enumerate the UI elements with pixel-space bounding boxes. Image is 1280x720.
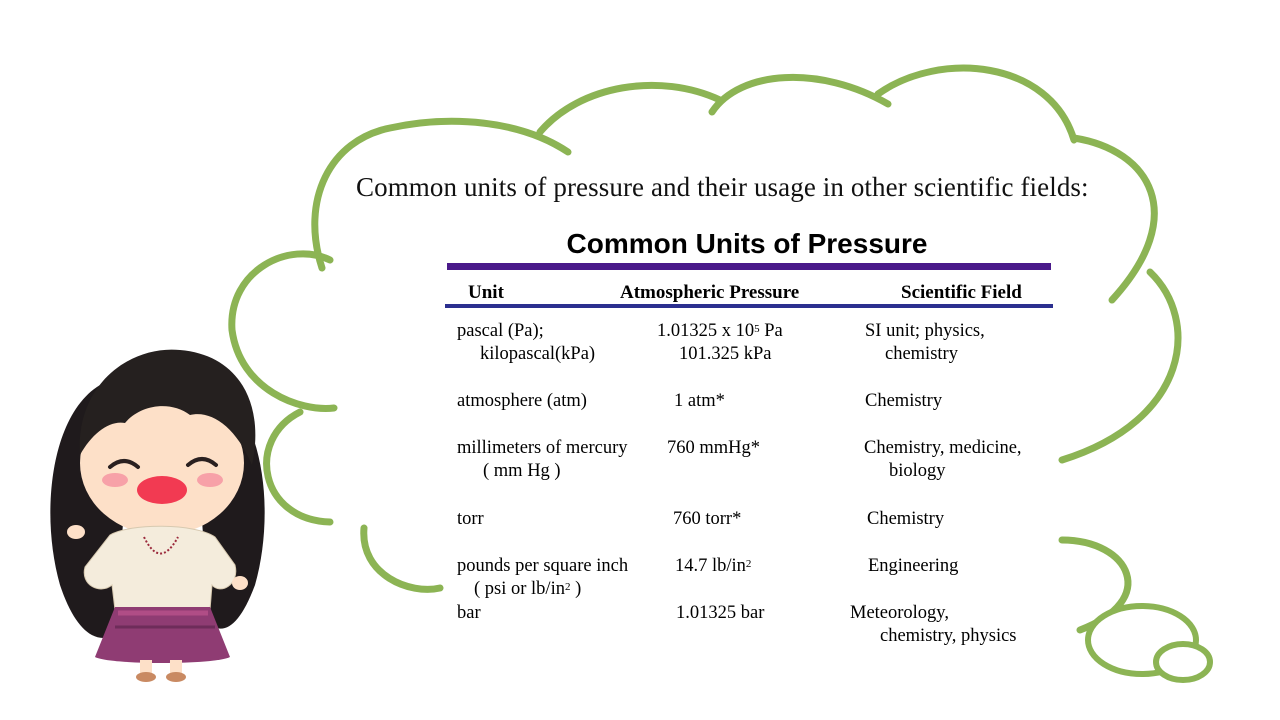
- field-cell: chemistry, physics: [880, 626, 1017, 646]
- cartoon-girl-illustration: [50, 349, 265, 682]
- unit-cell: bar: [457, 603, 481, 623]
- header-unit: Unit: [468, 282, 504, 303]
- title-rule: [447, 263, 1051, 270]
- unit-cell: millimeters of mercury: [457, 438, 628, 458]
- cloud-arc-top-3: [874, 64, 1078, 144]
- intro-text: Common units of pressure and their usage…: [356, 172, 1089, 202]
- unit-cell: kilopascal(kPa): [480, 344, 596, 364]
- unit-cell: torr: [457, 509, 484, 529]
- header-atmospheric-pressure: Atmospheric Pressure: [620, 282, 800, 303]
- pressure-cell: 1.01325 x 105 Pa: [657, 321, 783, 341]
- cloud-arc-left-top: [311, 117, 572, 272]
- pressure-cell: 760 torr*: [673, 509, 742, 529]
- cloud-arc-left-low: [263, 408, 334, 526]
- cloud-arc-left-bottom: [360, 524, 444, 593]
- field-cell: Meteorology,: [850, 603, 949, 623]
- header-scientific-field: Scientific Field: [901, 282, 1022, 303]
- pressure-cell: 760 mmHg*: [667, 438, 761, 458]
- field-cell: chemistry: [885, 344, 958, 364]
- pressure-cell: 1 atm*: [674, 391, 725, 411]
- field-cell: Chemistry, medicine,: [864, 438, 1022, 458]
- unit-cell: pounds per square inch: [457, 556, 629, 576]
- unit-cell: ( psi or lb/in2 ): [474, 579, 582, 599]
- header-rule: [445, 304, 1053, 308]
- pressure-cell: 101.325 kPa: [679, 344, 772, 364]
- field-cell: Chemistry: [865, 391, 943, 411]
- cloud-arc-left-mid: [228, 250, 338, 412]
- field-cell: SI unit; physics,: [865, 321, 985, 341]
- unit-cell: atmosphere (atm): [457, 391, 587, 411]
- cloud-arc-right-2: [1058, 268, 1182, 464]
- cloud-arc-top-2: [708, 73, 892, 116]
- field-cell: Chemistry: [867, 509, 945, 529]
- cloud-arc-top-1: [536, 81, 724, 136]
- unit-cell: ( mm Hg ): [483, 461, 561, 481]
- field-cell: Engineering: [868, 556, 959, 576]
- pressure-cell: 14.7 lb/in2: [675, 556, 752, 576]
- unit-cell: pascal (Pa);: [457, 321, 544, 341]
- pressure-cell: 1.01325 bar: [676, 603, 765, 623]
- table-title: Common Units of Pressure: [566, 228, 928, 259]
- thought-bubble-small: [1153, 641, 1213, 683]
- field-cell: biology: [889, 461, 946, 481]
- cloud-arc-right-1: [1070, 134, 1158, 304]
